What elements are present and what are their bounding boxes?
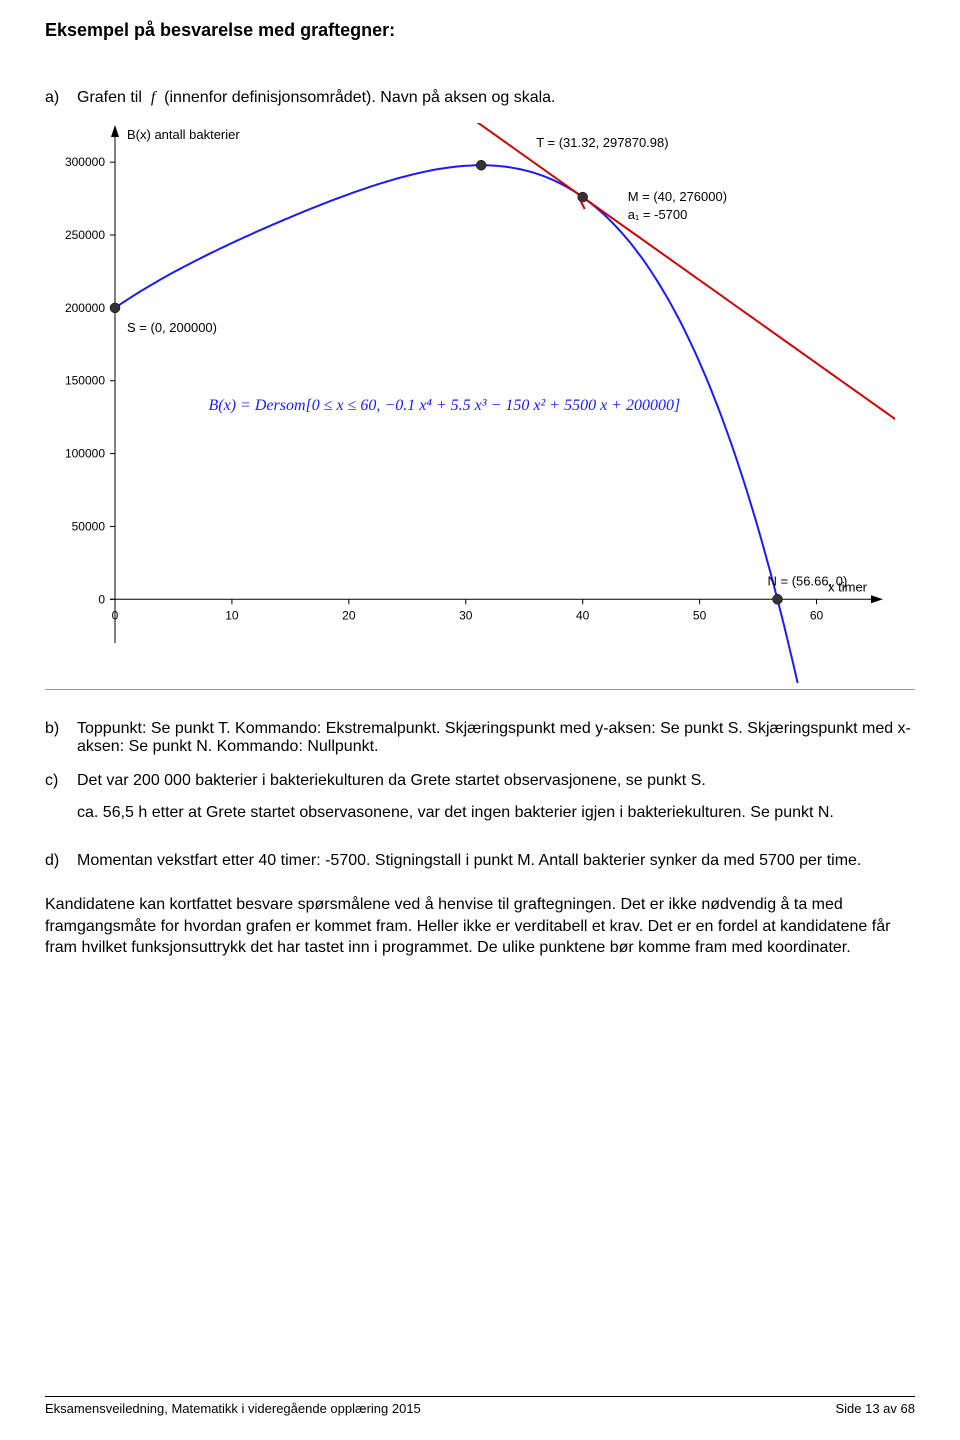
page-footer: Eksamensveiledning, Matematikk i videreg…	[45, 1396, 915, 1416]
svg-text:50: 50	[693, 608, 707, 622]
item-c-letter: c)	[45, 772, 77, 836]
item-a: a) Grafen til f (innenfor definisjonsomr…	[45, 89, 915, 107]
graph-chart: 0 50000 100000 150000 200000 250000 300000 0 10 2…	[45, 123, 915, 690]
item-b-text: Toppunkt: Se punkt T. Kommando: Ekstrema…	[77, 720, 915, 756]
item-c-p1: Det var 200 000 bakterier i bakteriekult…	[77, 772, 915, 790]
svg-text:10: 10	[225, 608, 239, 622]
item-c: c) Det var 200 000 bakterier i bakteriek…	[45, 772, 915, 836]
svg-text:B(x) antall bakterier: B(x) antall bakterier	[127, 127, 240, 142]
svg-text:S = (0, 200000): S = (0, 200000)	[127, 320, 217, 335]
svg-text:50000: 50000	[72, 519, 106, 533]
svg-text:30: 30	[459, 608, 473, 622]
svg-text:40: 40	[576, 608, 590, 622]
item-a-text: Grafen til f (innenfor definisjonsområde…	[77, 89, 915, 107]
svg-text:100000: 100000	[65, 447, 105, 461]
svg-text:250000: 250000	[65, 228, 105, 242]
item-a-letter: a)	[45, 89, 77, 107]
svg-text:20: 20	[342, 608, 356, 622]
svg-text:M = (40, 276000): M = (40, 276000)	[628, 189, 727, 204]
svg-text:200000: 200000	[65, 301, 105, 315]
svg-text:N = (56.66, 0): N = (56.66, 0)	[767, 573, 847, 588]
item-d: d) Momentan vekstfart etter 40 timer: -5…	[45, 852, 915, 870]
svg-text:0: 0	[98, 592, 105, 606]
svg-text:150000: 150000	[65, 374, 105, 388]
item-c-p2: ca. 56,5 h etter at Grete startet observ…	[77, 804, 915, 822]
item-d-letter: d)	[45, 852, 77, 870]
svg-text:60: 60	[810, 608, 824, 622]
chart-svg: 0 50000 100000 150000 200000 250000 300000 0 10 2…	[45, 123, 895, 683]
svg-text:B(x) = Dersom[0 ≤ x ≤ 60, −0: B(x) = Dersom[0 ≤ x ≤ 60, −0.1 x⁴ + 5.5 …	[209, 397, 681, 414]
item-b-letter: b)	[45, 720, 77, 756]
svg-text:300000: 300000	[65, 155, 105, 169]
page-title: Eksempel på besvarelse med graftegner:	[45, 20, 915, 41]
item-d-text: Momentan vekstfart etter 40 timer: -5700…	[77, 852, 915, 870]
footer-left: Eksamensveiledning, Matematikk i videreg…	[45, 1401, 421, 1416]
svg-text:0: 0	[112, 608, 119, 622]
footer-right: Side 13 av 68	[835, 1401, 915, 1416]
explanation-paragraph: Kandidatene kan kortfattet besvare spørs…	[45, 894, 915, 959]
svg-text:a₁ = -5700: a₁ = -5700	[628, 207, 688, 222]
item-b: b) Toppunkt: Se punkt T. Kommando: Ekstr…	[45, 720, 915, 756]
svg-text:T = (31.32, 297870.98): T = (31.32, 297870.98)	[536, 135, 668, 150]
